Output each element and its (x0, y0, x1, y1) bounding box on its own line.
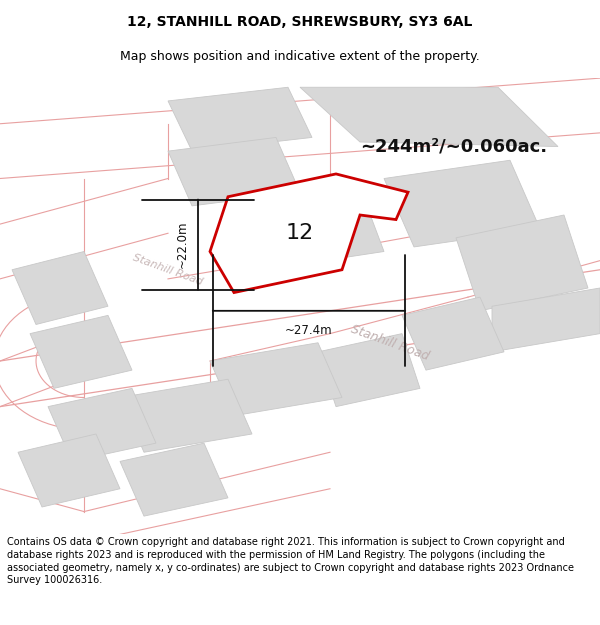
Polygon shape (318, 334, 420, 407)
Polygon shape (18, 434, 120, 507)
Text: Contains OS data © Crown copyright and database right 2021. This information is : Contains OS data © Crown copyright and d… (7, 537, 574, 586)
Text: ~27.4m: ~27.4m (285, 324, 333, 338)
Text: Stanhill Road: Stanhill Road (131, 253, 205, 287)
Text: 12, STANHILL ROAD, SHREWSBURY, SY3 6AL: 12, STANHILL ROAD, SHREWSBURY, SY3 6AL (127, 15, 473, 29)
Polygon shape (168, 88, 312, 151)
Polygon shape (30, 316, 132, 388)
Text: 12: 12 (286, 223, 314, 243)
Polygon shape (240, 188, 384, 270)
Polygon shape (12, 251, 108, 324)
Polygon shape (492, 288, 600, 352)
Polygon shape (168, 138, 300, 206)
Polygon shape (384, 160, 540, 247)
Polygon shape (402, 297, 504, 370)
Text: Stanhill Road: Stanhill Road (349, 322, 431, 363)
Text: ~244m²/~0.060ac.: ~244m²/~0.060ac. (360, 138, 547, 156)
Polygon shape (48, 388, 156, 461)
Text: Map shows position and indicative extent of the property.: Map shows position and indicative extent… (120, 50, 480, 62)
Text: ~22.0m: ~22.0m (176, 221, 189, 268)
Polygon shape (210, 174, 408, 292)
Polygon shape (210, 342, 342, 416)
Polygon shape (120, 443, 228, 516)
Polygon shape (300, 88, 558, 146)
Polygon shape (120, 379, 252, 452)
Polygon shape (456, 215, 588, 311)
